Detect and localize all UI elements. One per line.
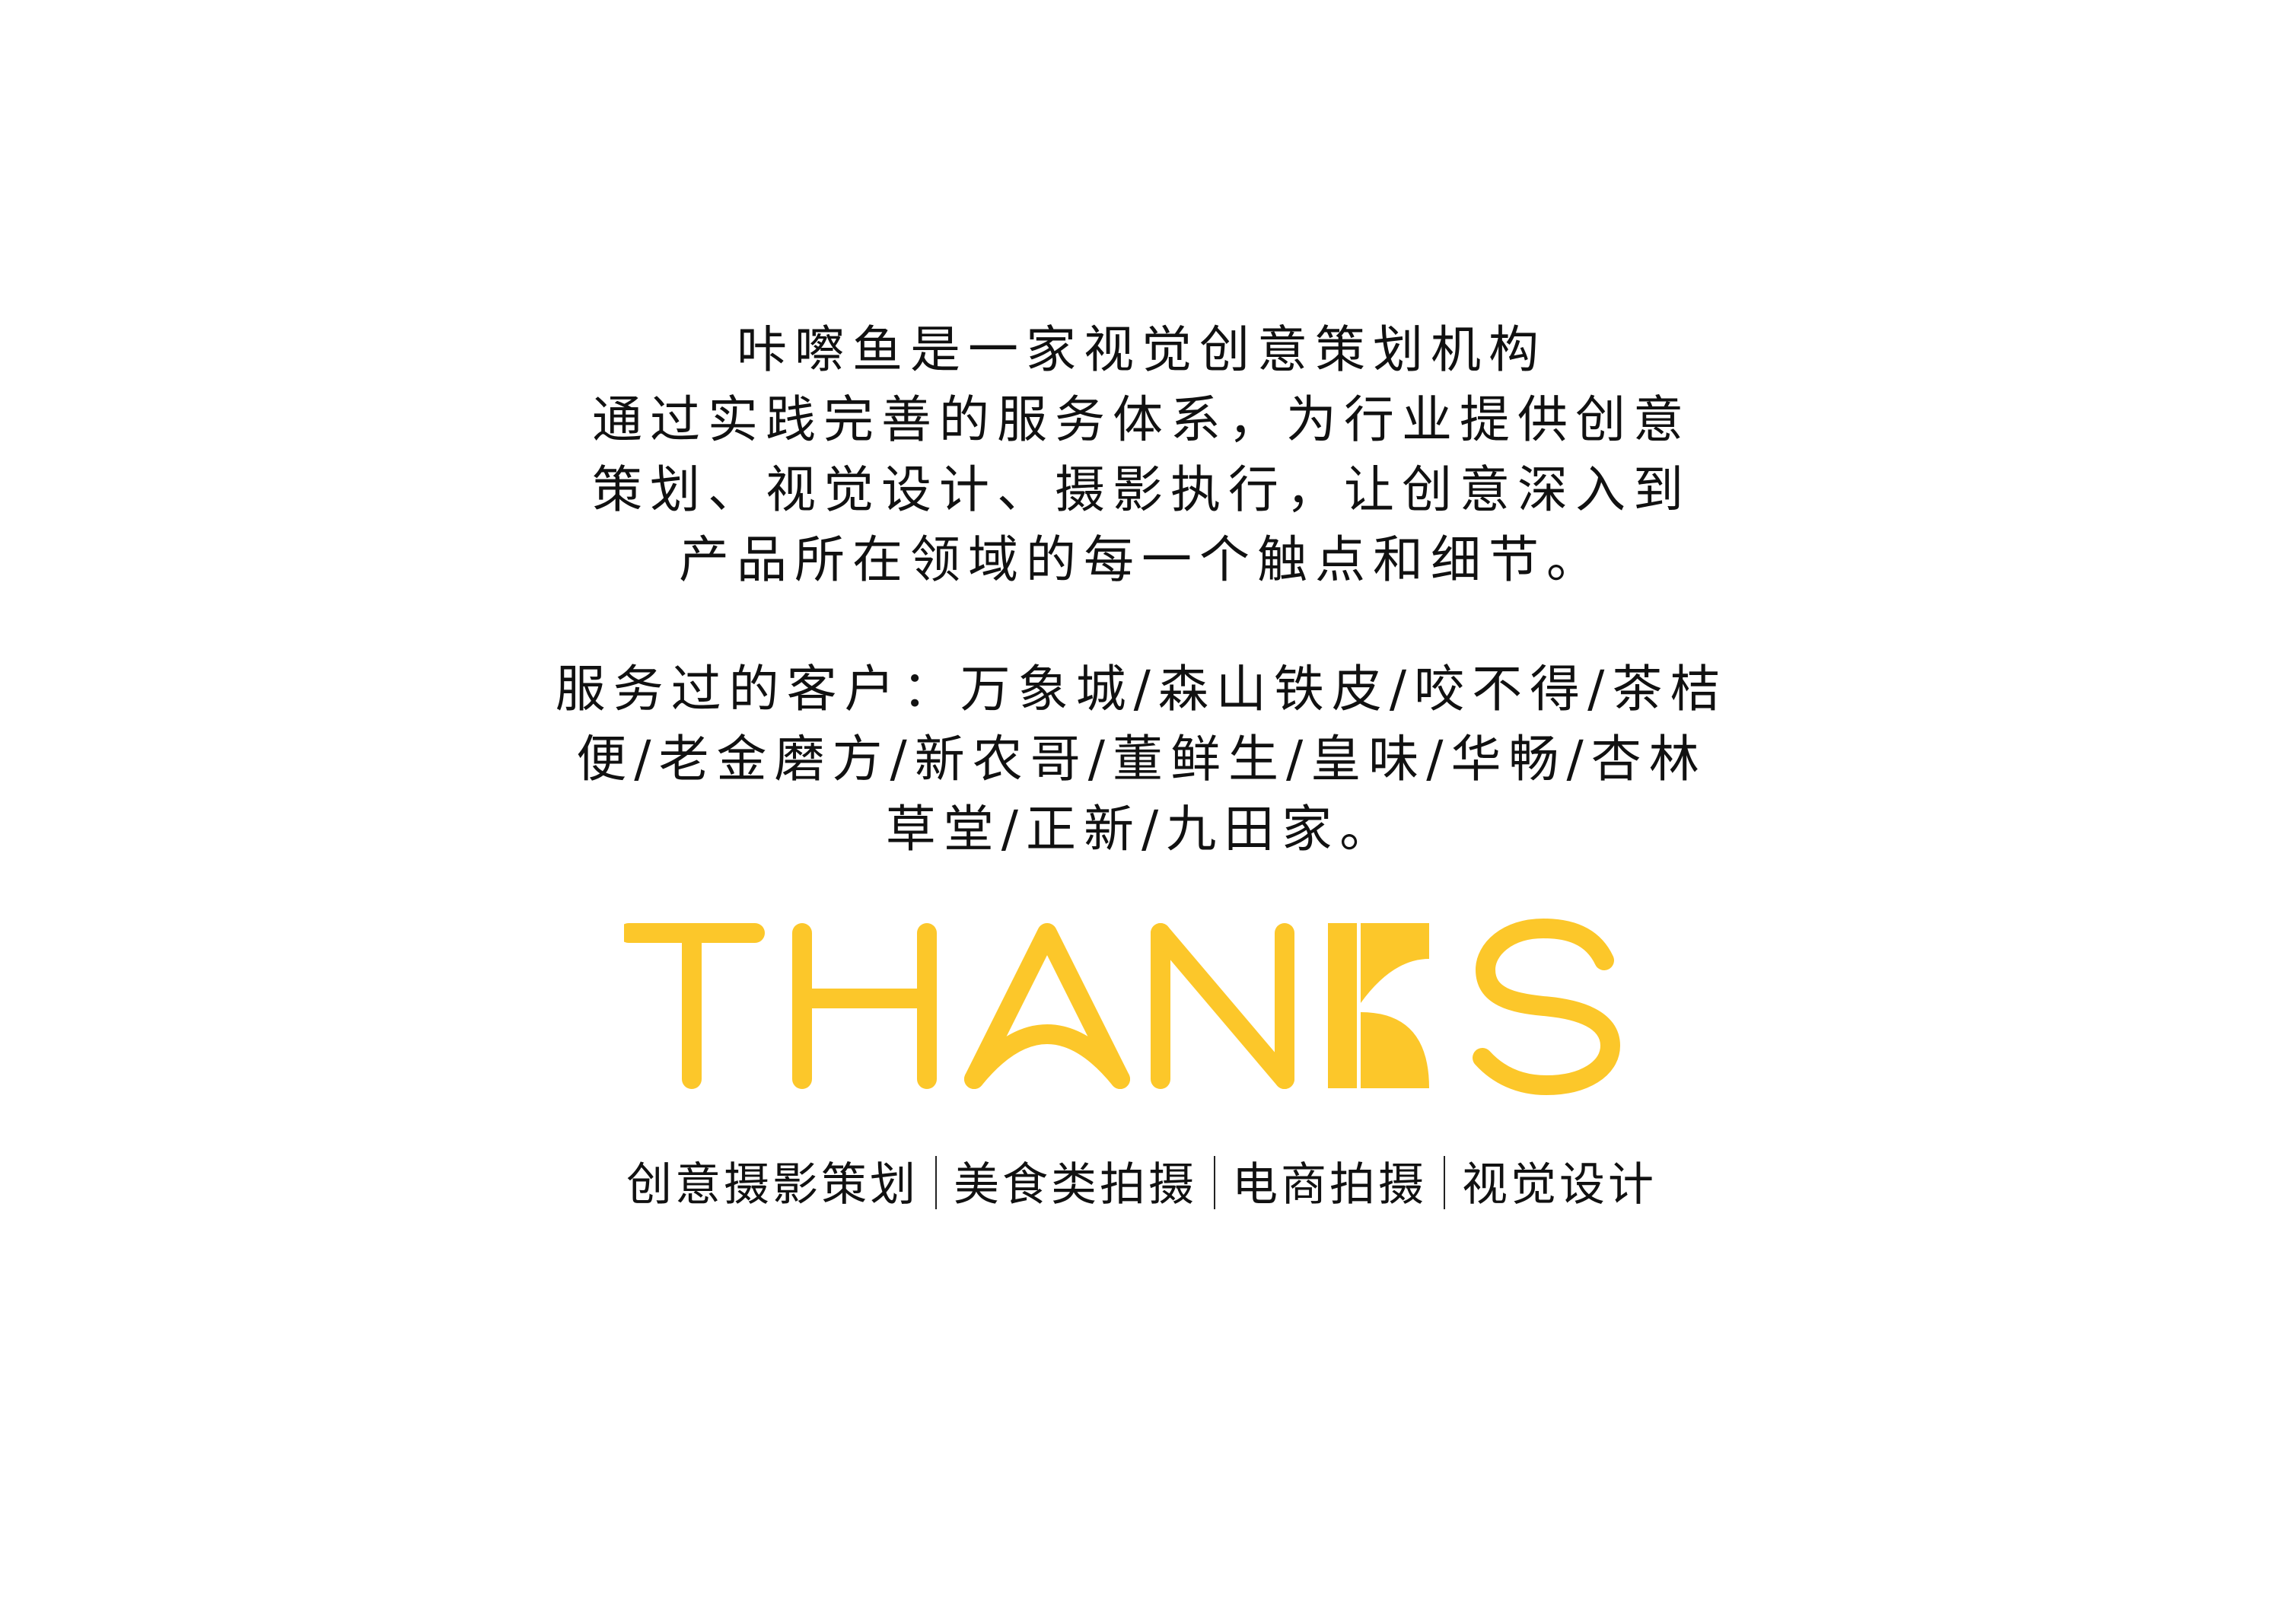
logo-letter-a: [964, 923, 1130, 1089]
clients-paragraph: 服务过的客户：万象城/森山铁皮/咬不得/茶桔 便/老金磨方/新农哥/董鲜生/皇味…: [0, 654, 2283, 865]
intro-line: 咔嚓鱼是一家视觉创意策划机构: [737, 320, 1546, 379]
logo-letter-k: [1328, 923, 1429, 1088]
clients-line: 草堂/正新/九田家。: [885, 800, 1398, 858]
intro-line: 产品所在领域的每一个触点和细节。: [679, 530, 1604, 589]
separator: [1214, 1156, 1215, 1210]
logo-letter-n: [1151, 923, 1294, 1089]
clients-line: 便/老金磨方/新农哥/董鲜生/皇味/华畅/杏林: [576, 730, 1707, 788]
separator: [935, 1156, 937, 1210]
intro-paragraph: 咔嚓鱼是一家视觉创意策划机构 通过实践完善的服务体系，为行业提供创意 策划、视觉…: [0, 315, 2283, 595]
service-item: 视觉设计: [1462, 1158, 1657, 1212]
logo-letter-h: [792, 923, 937, 1089]
services-tagline: 创意摄影策划 美食类拍摄 电商拍摄 视觉设计: [0, 1151, 2283, 1219]
separator: [1444, 1156, 1445, 1210]
intro-line: 通过实践完善的服务体系，为行业提供创意: [592, 390, 1691, 449]
logo-letter-s: [1473, 918, 1621, 1096]
service-item: 创意摄影策划: [626, 1158, 919, 1212]
intro-line: 策划、视觉设计、摄影执行，让创意深入到: [592, 460, 1691, 519]
logo-letter-t: [624, 923, 765, 1089]
service-item: 美食类拍摄: [954, 1158, 1197, 1212]
clients-line: 服务过的客户：万象城/森山铁皮/咬不得/茶桔: [555, 660, 1728, 718]
thanks-logo: [624, 918, 1621, 1096]
service-item: 电商拍摄: [1232, 1158, 1427, 1212]
